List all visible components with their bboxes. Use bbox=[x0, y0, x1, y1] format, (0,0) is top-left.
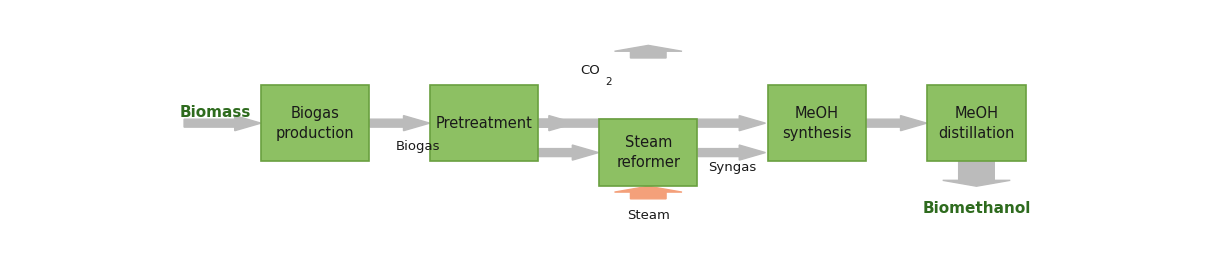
Text: MeOH
distillation: MeOH distillation bbox=[938, 106, 1015, 141]
FancyArrow shape bbox=[943, 161, 1010, 186]
Text: Steam: Steam bbox=[627, 209, 669, 222]
Text: Syngas: Syngas bbox=[708, 161, 756, 174]
FancyArrow shape bbox=[615, 186, 682, 199]
Text: Biogas
production: Biogas production bbox=[276, 106, 355, 141]
FancyArrow shape bbox=[866, 115, 927, 131]
Text: Biomethanol: Biomethanol bbox=[922, 201, 1031, 216]
FancyBboxPatch shape bbox=[768, 85, 866, 161]
Text: Steam
reformer: Steam reformer bbox=[616, 135, 680, 170]
Text: MeOH
synthesis: MeOH synthesis bbox=[783, 106, 852, 141]
FancyBboxPatch shape bbox=[599, 119, 697, 186]
Text: Biomass: Biomass bbox=[179, 105, 250, 120]
Text: Biogas: Biogas bbox=[396, 140, 440, 153]
FancyArrow shape bbox=[370, 115, 430, 131]
FancyBboxPatch shape bbox=[927, 85, 1026, 161]
FancyArrow shape bbox=[538, 115, 575, 131]
Text: 2: 2 bbox=[605, 77, 612, 87]
Text: Pretreatment: Pretreatment bbox=[436, 116, 532, 131]
FancyBboxPatch shape bbox=[431, 85, 538, 161]
FancyArrow shape bbox=[615, 45, 682, 58]
FancyBboxPatch shape bbox=[261, 85, 369, 161]
FancyArrow shape bbox=[184, 115, 261, 131]
FancyArrow shape bbox=[538, 115, 766, 131]
FancyArrow shape bbox=[698, 145, 766, 160]
Text: CO: CO bbox=[581, 64, 600, 77]
FancyArrow shape bbox=[538, 145, 599, 160]
